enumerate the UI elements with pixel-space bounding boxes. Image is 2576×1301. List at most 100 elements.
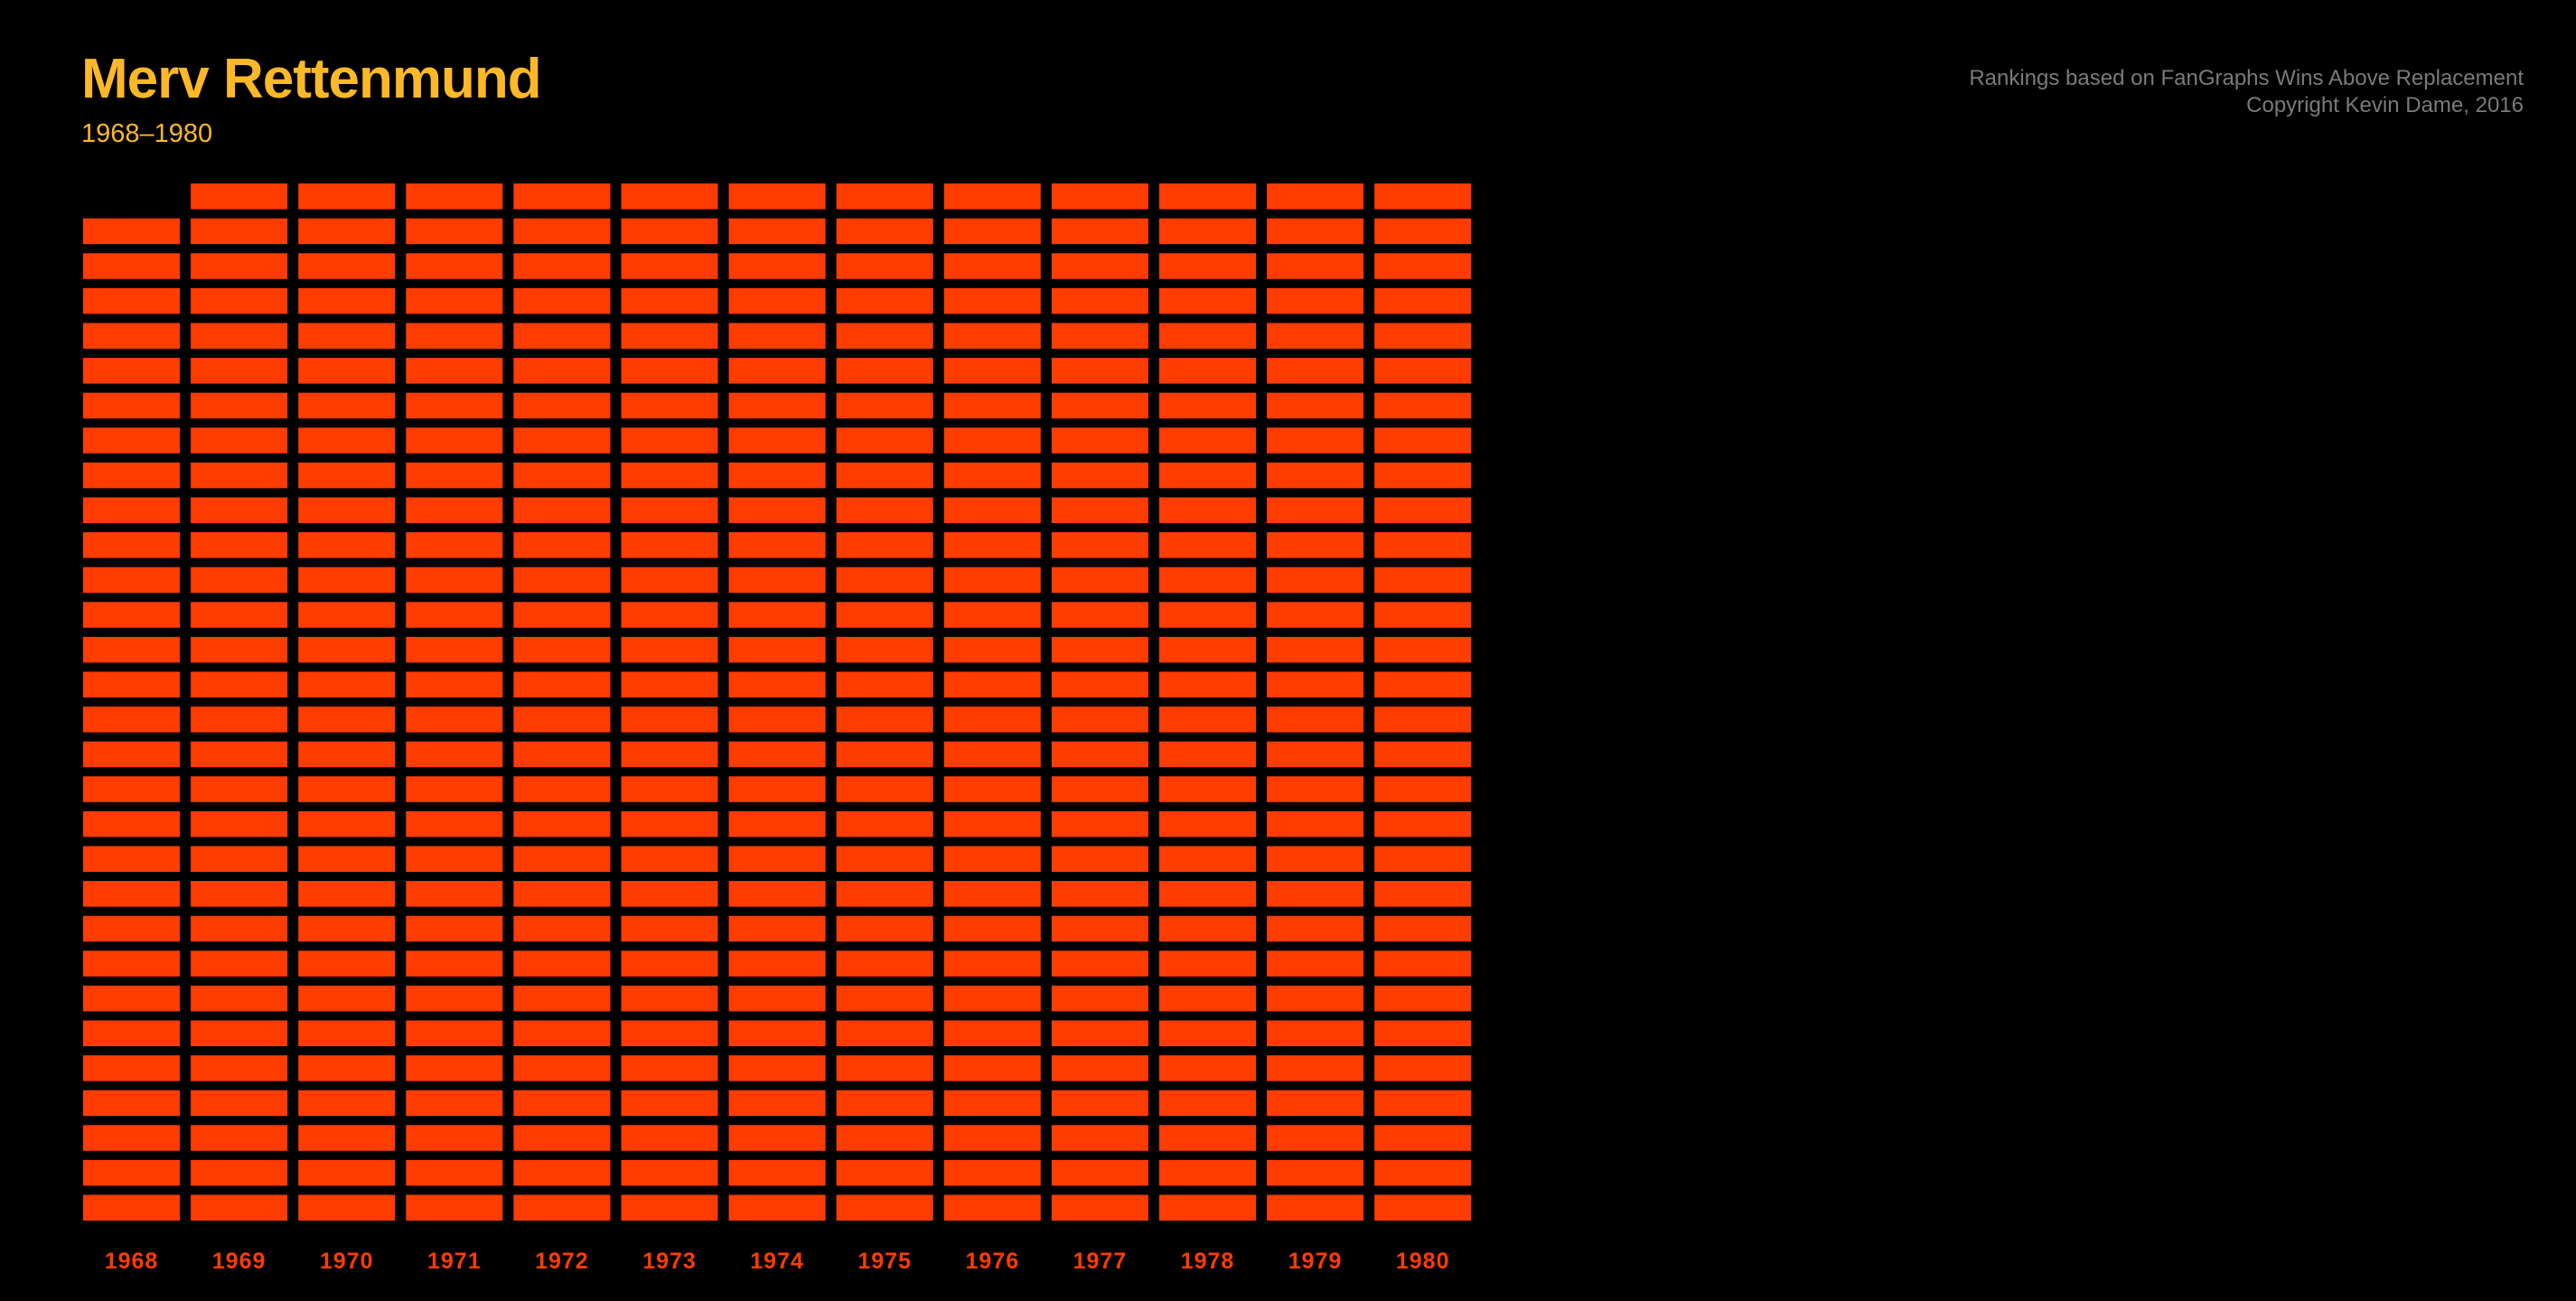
block-1971-15 [406,707,503,733]
block-1980-6 [1374,1020,1472,1046]
block-1980-23 [1374,427,1472,454]
block-1974-28 [728,253,826,279]
block-1974-4 [728,1090,826,1117]
block-1978-29 [1159,218,1256,245]
block-1971-13 [406,776,503,802]
block-1969-1 [191,1194,288,1221]
block-1979-27 [1267,287,1364,314]
block-1979-18 [1267,602,1364,628]
block-1969-5 [191,1055,288,1081]
block-1980-17 [1374,636,1472,663]
block-1969-22 [191,462,288,489]
block-1971-11 [406,846,503,872]
block-1974-5 [728,1055,826,1081]
block-1973-29 [621,218,718,245]
block-1976-25 [943,358,1041,384]
block-1971-29 [406,218,503,245]
block-1975-16 [836,671,933,697]
block-1977-8 [1051,950,1148,977]
block-1974-13 [728,776,826,802]
block-1970-30 [298,183,396,210]
block-1970-8 [298,950,396,977]
block-1978-12 [1159,810,1256,838]
block-1976-17 [943,636,1041,663]
block-1973-15 [621,707,718,733]
block-1979-16 [1267,671,1364,697]
block-1970-4 [298,1090,396,1117]
block-1976-12 [943,810,1041,838]
block-1972-2 [513,1159,611,1186]
block-1977-28 [1051,253,1148,279]
block-1979-1 [1267,1194,1364,1221]
block-1972-3 [513,1125,611,1151]
block-1974-19 [728,566,826,594]
block-1971-7 [406,985,503,1012]
block-1976-15 [943,707,1041,733]
block-1974-12 [728,810,826,838]
block-1970-10 [298,881,396,907]
block-1971-19 [406,566,503,594]
block-1975-20 [836,532,933,558]
block-1978-28 [1159,253,1256,279]
block-1979-6 [1267,1020,1364,1046]
block-1978-13 [1159,776,1256,802]
block-1974-15 [728,707,826,733]
year-label-1971: 1971 [427,1249,482,1274]
block-1971-26 [406,323,503,349]
block-1975-27 [836,287,933,314]
block-1975-23 [836,427,933,454]
block-1976-21 [943,497,1041,523]
block-1977-25 [1051,358,1148,384]
block-1979-19 [1267,566,1364,594]
block-1974-30 [728,183,826,210]
block-1973-12 [621,810,718,838]
block-1971-2 [406,1159,503,1186]
block-1974-11 [728,846,826,872]
block-1975-24 [836,392,933,419]
block-1975-2 [836,1159,933,1186]
block-1977-11 [1051,846,1148,872]
block-1968-17 [83,636,180,663]
year-label-1968: 1968 [105,1249,159,1274]
block-1974-21 [728,497,826,523]
block-1975-19 [836,566,933,594]
block-1970-22 [298,462,396,489]
block-1972-6 [513,1020,611,1046]
block-1978-16 [1159,671,1256,697]
block-1979-29 [1267,218,1364,245]
block-1980-4 [1374,1090,1472,1117]
block-1970-29 [298,218,396,245]
block-1971-10 [406,881,503,907]
block-1971-28 [406,253,503,279]
block-1969-26 [191,323,288,349]
block-1974-29 [728,218,826,245]
block-1972-8 [513,950,611,977]
block-1977-27 [1051,287,1148,314]
block-1972-22 [513,462,611,489]
block-1976-4 [943,1090,1041,1117]
block-1970-13 [298,776,396,802]
block-1980-15 [1374,707,1472,733]
credits: Rankings based on FanGraphs Wins Above R… [1969,65,2524,119]
block-1974-25 [728,358,826,384]
year-label-1976: 1976 [965,1249,1019,1274]
block-1972-1 [513,1194,611,1221]
block-1973-17 [621,636,718,663]
block-1978-27 [1159,287,1256,314]
block-1968-21 [83,497,180,523]
block-1975-28 [836,253,933,279]
block-1978-3 [1159,1125,1256,1151]
block-1980-13 [1374,776,1472,802]
block-1976-30 [943,183,1041,210]
block-1973-21 [621,497,718,523]
year-label-1974: 1974 [750,1249,804,1274]
block-1977-2 [1051,1159,1148,1186]
block-1973-22 [621,462,718,489]
block-1972-29 [513,218,611,245]
block-1970-21 [298,497,396,523]
block-1968-22 [83,462,180,489]
block-1969-20 [191,532,288,558]
block-1968-27 [83,287,180,314]
block-1977-24 [1051,392,1148,419]
block-1975-14 [836,741,933,768]
